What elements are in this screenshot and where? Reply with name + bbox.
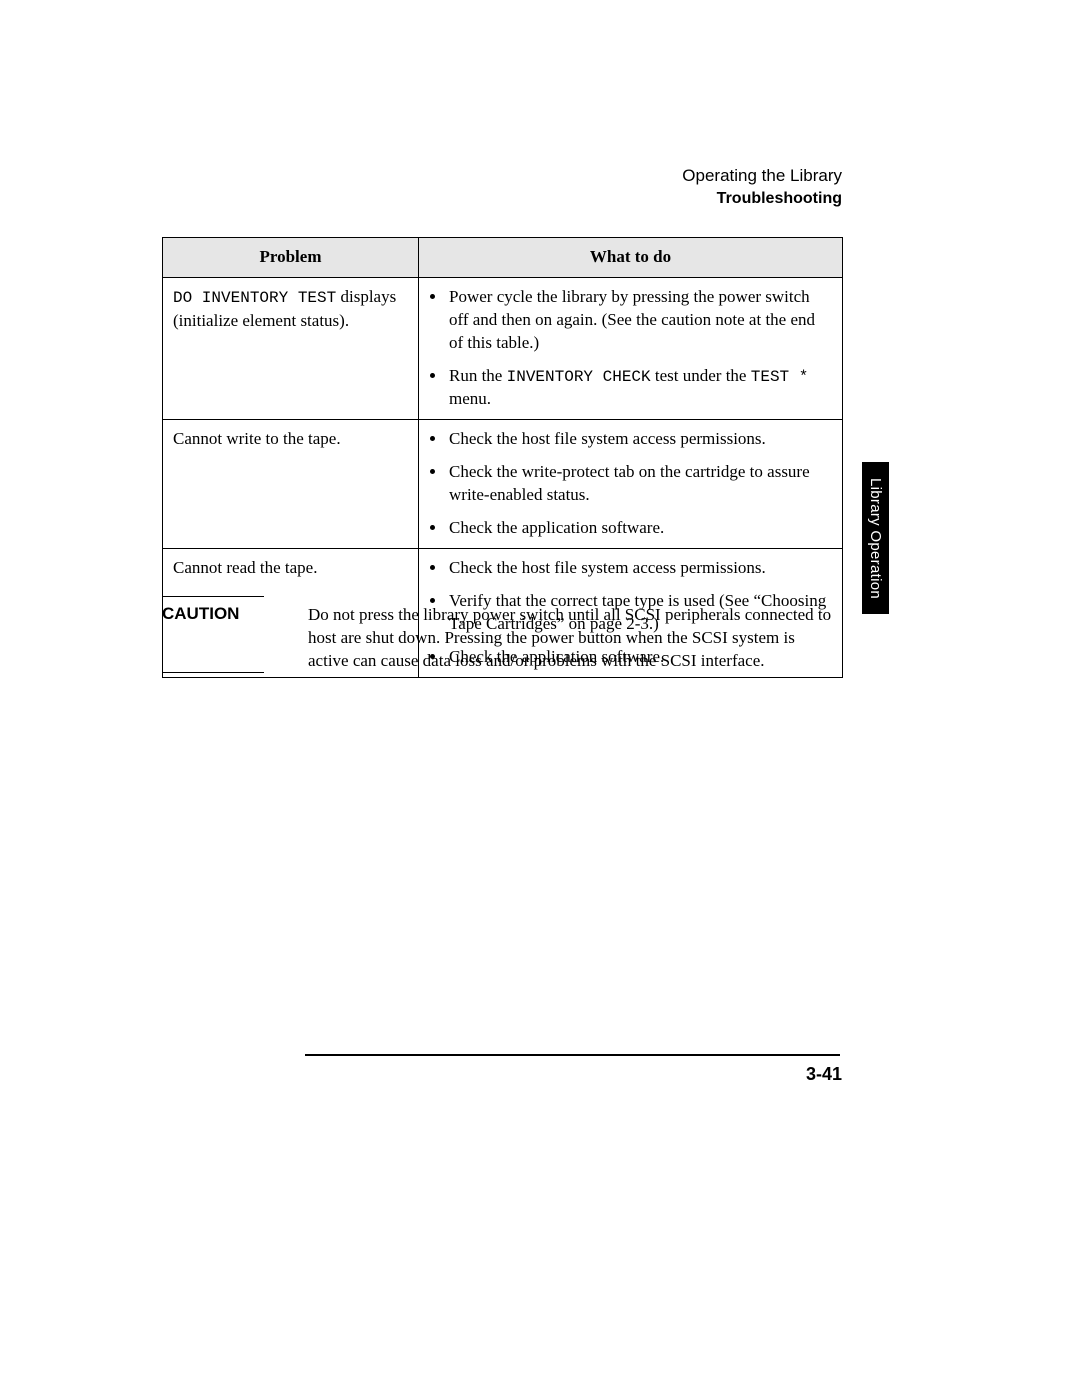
cell-problem: DO INVENTORY TEST displays (initialize e… <box>163 277 419 419</box>
cell-action: Check the host file system access permis… <box>419 420 843 549</box>
page-header: Operating the Library Troubleshooting <box>682 165 842 210</box>
caution-rule-bottom <box>162 672 264 673</box>
action-item: Check the host file system access permis… <box>447 557 832 580</box>
header-section: Troubleshooting <box>682 188 842 210</box>
table-header-row: Problem What to do <box>163 238 843 278</box>
action-item: Run the INVENTORY CHECK test under the T… <box>447 365 832 412</box>
table-row: DO INVENTORY TEST displays (initialize e… <box>163 277 843 419</box>
action-list: Check the host file system access permis… <box>429 428 832 540</box>
caution-block: CAUTION Do not press the library power s… <box>162 604 842 673</box>
col-header-action: What to do <box>419 238 843 278</box>
action-list: Power cycle the library by pressing the … <box>429 286 832 411</box>
caution-text: Do not press the library power switch un… <box>308 604 836 673</box>
side-tab: Library Operation <box>862 462 889 614</box>
action-item: Check the host file system access permis… <box>447 428 832 451</box>
table-row: Cannot write to the tape. Check the host … <box>163 420 843 549</box>
cell-action: Power cycle the library by pressing the … <box>419 277 843 419</box>
page-number: 3-41 <box>806 1064 842 1085</box>
header-chapter: Operating the Library <box>682 165 842 188</box>
caution-label: CAUTION <box>162 604 304 624</box>
mono-text: DO INVENTORY TEST <box>173 289 336 307</box>
caution-rule-top <box>162 596 264 597</box>
page: Operating the Library Troubleshooting Pr… <box>0 0 1080 1397</box>
footer-rule <box>305 1054 840 1056</box>
mono-text: TEST * <box>751 368 809 386</box>
col-header-problem: Problem <box>163 238 419 278</box>
cell-problem: Cannot write to the tape. <box>163 420 419 549</box>
action-item: Power cycle the library by pressing the … <box>447 286 832 355</box>
action-item: Check the application software. <box>447 517 832 540</box>
action-item: Check the write-protect tab on the cartr… <box>447 461 832 507</box>
mono-text: INVENTORY CHECK <box>507 368 651 386</box>
